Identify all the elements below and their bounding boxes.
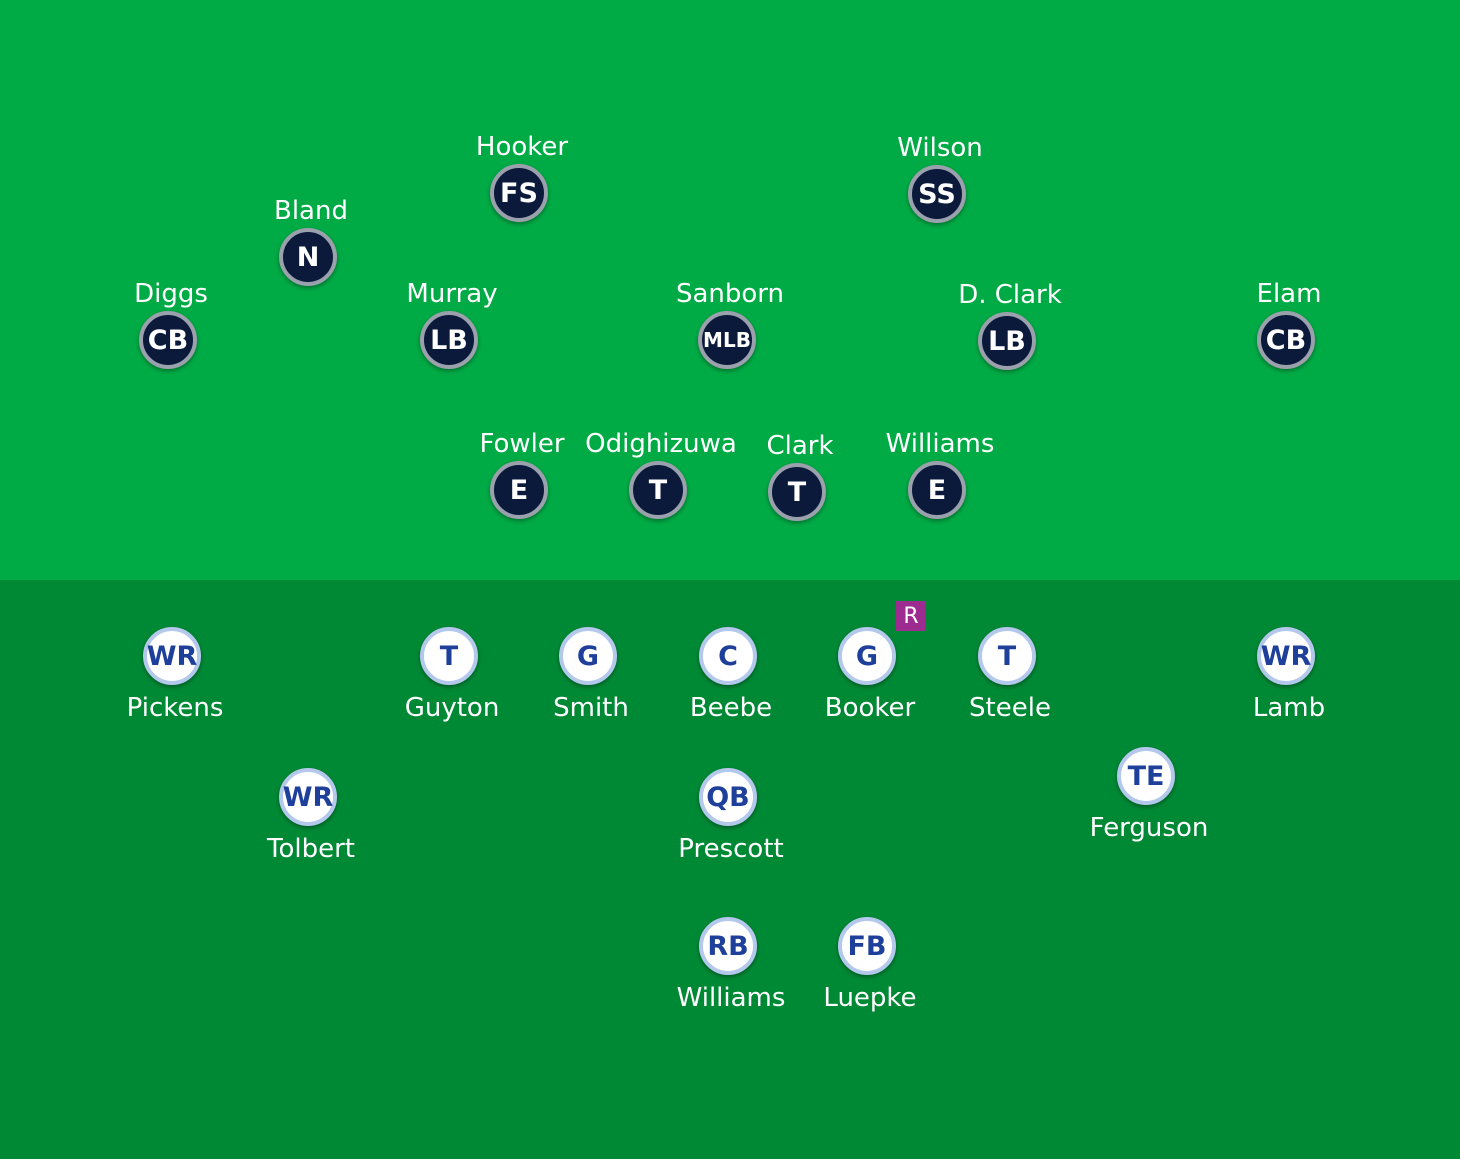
- player-name: Clark: [766, 431, 834, 461]
- position-token: QB: [699, 768, 757, 826]
- offense-player-wr-slot[interactable]: WR Tolbert: [211, 768, 411, 898]
- position-token: E: [490, 461, 548, 519]
- defense-player-cb-right[interactable]: Elam CB: [1189, 279, 1389, 409]
- defense-player-e-left[interactable]: Fowler E: [422, 429, 622, 559]
- offense-player-g-left[interactable]: G Smith: [491, 627, 691, 757]
- position-token: C: [699, 627, 757, 685]
- player-name: Beebe: [689, 693, 773, 723]
- defense-player-lb-right[interactable]: D. Clark LB: [910, 280, 1110, 410]
- position-token: FS: [490, 164, 548, 222]
- position-token: WR: [1257, 627, 1315, 685]
- position-token: LB: [420, 311, 478, 369]
- defense-side: [0, 0, 1460, 580]
- position-token: N: [279, 228, 337, 286]
- position-token: TE: [1117, 747, 1175, 805]
- player-name: Prescott: [678, 834, 784, 864]
- position-token: E: [908, 461, 966, 519]
- player-name: D. Clark: [958, 280, 1062, 310]
- position-token: SS: [908, 165, 966, 223]
- position-token: G: [559, 627, 617, 685]
- position-token: FB: [838, 917, 896, 975]
- player-name: Booker: [824, 693, 916, 723]
- offense-player-qb[interactable]: QB Prescott: [631, 768, 831, 898]
- player-name: Williams: [885, 429, 995, 459]
- offense-player-wr-left[interactable]: WR Pickens: [75, 627, 275, 757]
- defense-player-fs[interactable]: Hooker FS: [422, 132, 622, 262]
- offense-player-te[interactable]: TE Ferguson: [1049, 747, 1249, 877]
- defense-player-mlb[interactable]: Sanborn MLB: [630, 279, 830, 409]
- position-token: WR: [279, 768, 337, 826]
- defense-player-ss[interactable]: Wilson SS: [840, 133, 1040, 263]
- position-token: T: [420, 627, 478, 685]
- position-token: G: [838, 627, 896, 685]
- position-token: T: [768, 463, 826, 521]
- offense-player-g-right[interactable]: G Booker R: [770, 601, 970, 757]
- position-token: RB: [699, 917, 757, 975]
- player-name: Bland: [274, 196, 348, 226]
- player-name: Luepke: [823, 983, 917, 1013]
- offense-player-fb[interactable]: FB Luepke: [770, 917, 970, 1047]
- position-token: MLB: [698, 311, 756, 369]
- position-token: WR: [143, 627, 201, 685]
- offense-player-c[interactable]: C Beebe: [631, 627, 831, 757]
- player-name: Williams: [676, 983, 786, 1013]
- player-name: Sanborn: [675, 279, 785, 309]
- position-token: LB: [978, 312, 1036, 370]
- player-name: Tolbert: [267, 834, 355, 864]
- player-name: Pickens: [126, 693, 224, 723]
- player-name: Smith: [553, 693, 629, 723]
- player-name: Wilson: [897, 133, 983, 163]
- defense-player-t-left[interactable]: Odighizuwa T: [561, 429, 761, 559]
- position-token: T: [978, 627, 1036, 685]
- rookie-badge: R: [896, 601, 926, 631]
- player-name: Hooker: [475, 132, 569, 162]
- offense-player-rb[interactable]: RB Williams: [631, 917, 831, 1047]
- defense-player-cb-left[interactable]: Diggs CB: [71, 279, 271, 409]
- defense-player-e-right[interactable]: Williams E: [840, 429, 1040, 559]
- position-token: T: [629, 461, 687, 519]
- defense-player-n[interactable]: Bland N: [211, 196, 411, 326]
- offense-player-t-right[interactable]: T Steele: [910, 627, 1110, 757]
- player-name: Guyton: [404, 693, 500, 723]
- player-name: Ferguson: [1089, 813, 1209, 843]
- player-name: Steele: [969, 693, 1051, 723]
- player-name: Fowler: [479, 429, 565, 459]
- offense-player-wr-right[interactable]: WR Lamb: [1189, 627, 1389, 757]
- offense-player-t-left[interactable]: T Guyton: [352, 627, 552, 757]
- position-token: CB: [139, 311, 197, 369]
- player-name: Odighizuwa: [585, 429, 737, 459]
- player-name: Diggs: [134, 279, 208, 309]
- player-name: Murray: [406, 279, 498, 309]
- player-name: Elam: [1256, 279, 1322, 309]
- defense-player-lb-left[interactable]: Murray LB: [352, 279, 552, 409]
- defense-player-t-right[interactable]: Clark T: [700, 431, 900, 561]
- position-token: CB: [1257, 311, 1315, 369]
- player-name: Lamb: [1252, 693, 1326, 723]
